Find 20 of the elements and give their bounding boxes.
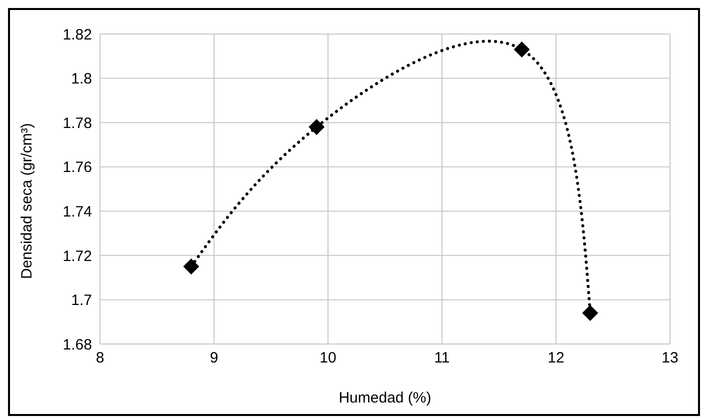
y-tick-label: 1.72 — [62, 248, 92, 265]
point — [308, 119, 325, 135]
x-tick-label: 8 — [96, 350, 104, 367]
y-tick-label: 1.76 — [62, 159, 92, 176]
y-tick-label: 1.7 — [71, 292, 92, 310]
x-tick-label: 9 — [210, 350, 218, 367]
point — [582, 305, 598, 321]
x-axis-title: Humedad (%) — [338, 390, 432, 407]
y-tick-label: 1.8 — [71, 70, 92, 88]
x-tick-label: 11 — [434, 350, 450, 367]
x-tick-label: 13 — [662, 350, 678, 367]
x-tick-label: 10 — [320, 350, 336, 367]
y-axis-title: Densidad seca (gr/cm³) — [18, 123, 36, 279]
y-tick-label: 1.78 — [62, 114, 92, 132]
x-tick-label: 12 — [548, 350, 564, 367]
point — [514, 42, 530, 58]
point — [183, 258, 200, 274]
y-tick-label: 1.74 — [62, 203, 92, 220]
y-tick-label: 1.82 — [62, 26, 92, 44]
y-tick-label: 1.68 — [62, 336, 92, 354]
